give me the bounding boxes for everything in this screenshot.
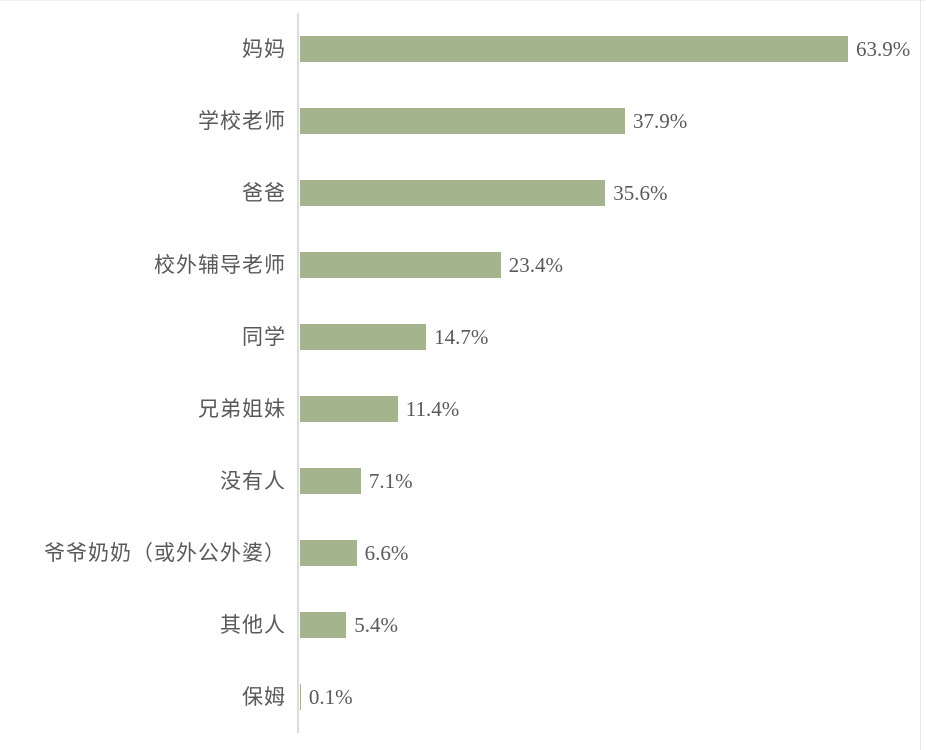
- category-label: 没有人: [220, 468, 286, 493]
- category-label: 学校老师: [198, 108, 286, 133]
- chart-row: 保姆 0.1%: [0, 661, 926, 733]
- category-label: 兄弟姐妹: [198, 396, 286, 421]
- bar-rows: 妈妈 63.9% 学校老师 37.9% 爸爸 35.6% 校外辅导老师 23.4…: [0, 13, 926, 733]
- category-label: 保姆: [242, 684, 286, 709]
- chart-row: 爸爸 35.6%: [0, 157, 926, 229]
- category-label: 同学: [242, 324, 286, 349]
- bar: [300, 324, 427, 350]
- chart-row: 学校老师 37.9%: [0, 85, 926, 157]
- value-label: 14.7%: [434, 324, 489, 349]
- bar-zone: 37.9%: [300, 85, 926, 157]
- value-label: 63.9%: [856, 36, 911, 61]
- bar-zone: 23.4%: [300, 229, 926, 301]
- bar-zone: 0.1%: [300, 661, 926, 733]
- chart-row: 没有人 7.1%: [0, 445, 926, 517]
- bar: [300, 684, 301, 710]
- chart-row: 其他人 5.4%: [0, 589, 926, 661]
- chart-row: 同学 14.7%: [0, 301, 926, 373]
- category-label: 爸爸: [242, 180, 286, 205]
- value-label: 11.4%: [405, 396, 460, 421]
- bar: [300, 468, 361, 494]
- chart-row: 校外辅导老师 23.4%: [0, 229, 926, 301]
- chart-row: 妈妈 63.9%: [0, 13, 926, 85]
- chart-row: 爷爷奶奶（或外公外婆） 6.6%: [0, 517, 926, 589]
- value-label: 7.1%: [368, 468, 413, 493]
- bar-zone: 7.1%: [300, 445, 926, 517]
- value-label: 37.9%: [633, 108, 688, 133]
- category-axis-line: [297, 13, 299, 733]
- bar: [300, 36, 848, 62]
- bar-zone: 14.7%: [300, 301, 926, 373]
- value-label: 5.4%: [354, 612, 399, 637]
- category-label: 爷爷奶奶（或外公外婆）: [44, 540, 286, 565]
- bar-zone: 63.9%: [300, 13, 926, 85]
- bar-zone: 35.6%: [300, 157, 926, 229]
- bar: [300, 108, 625, 134]
- bar: [300, 252, 501, 278]
- chart-row: 兄弟姐妹 11.4%: [0, 373, 926, 445]
- bar: [300, 540, 357, 566]
- chart-border-right: [920, 0, 921, 750]
- value-label: 6.6%: [364, 540, 409, 565]
- value-label: 35.6%: [613, 180, 668, 205]
- bar: [300, 396, 398, 422]
- category-label: 妈妈: [242, 36, 286, 61]
- value-label: 0.1%: [308, 684, 353, 709]
- bar: [300, 612, 347, 638]
- chart-border-top: [0, 0, 926, 1]
- category-label: 其他人: [220, 612, 286, 637]
- bar-zone: 11.4%: [300, 373, 926, 445]
- bar: [300, 180, 606, 206]
- bar-zone: 5.4%: [300, 589, 926, 661]
- bar-zone: 6.6%: [300, 517, 926, 589]
- value-label: 23.4%: [508, 252, 563, 277]
- category-label: 校外辅导老师: [154, 252, 286, 277]
